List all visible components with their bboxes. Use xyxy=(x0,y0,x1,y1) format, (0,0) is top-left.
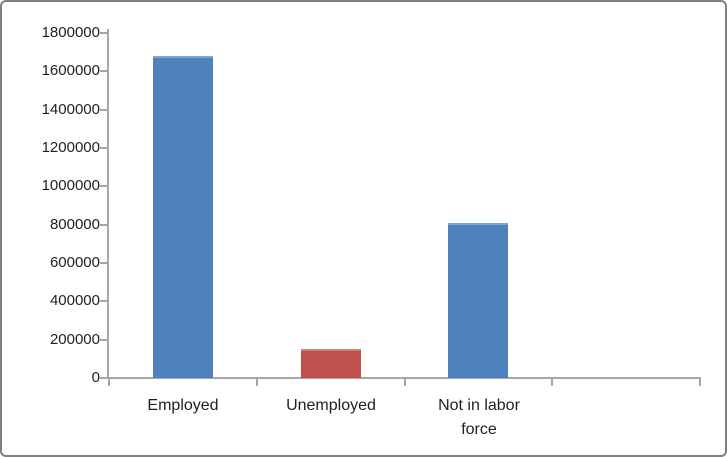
y-tick-label: 800000 xyxy=(49,215,100,233)
y-tick-label: 1600000 xyxy=(41,62,100,80)
y-tick-label: 1000000 xyxy=(41,177,100,195)
y-tick-label: 400000 xyxy=(49,292,100,310)
y-tick-label: 200000 xyxy=(49,330,100,348)
x-tick-mark xyxy=(699,378,701,386)
y-tick-label: 1200000 xyxy=(41,139,100,156)
x-tick-mark xyxy=(551,378,554,386)
x-tick-mark xyxy=(403,378,406,386)
y-tick-mark xyxy=(100,223,107,226)
y-tick-label: 1800000 xyxy=(41,24,100,41)
y-tick-mark xyxy=(100,377,107,379)
y-tick-mark xyxy=(100,185,107,188)
category-label-unemployed: Unemployed xyxy=(286,397,376,414)
y-tick-mark xyxy=(100,32,107,34)
y-tick-mark xyxy=(100,262,107,264)
y-axis-line xyxy=(107,29,109,379)
y-tick-label: 600000 xyxy=(49,254,100,271)
y-tick-label: 0 xyxy=(91,369,100,386)
category-label-not-in-labor-force: Not in labor force xyxy=(438,397,520,438)
category-label-employed: Employed xyxy=(147,397,219,414)
bar-not-in-labor-force xyxy=(448,223,508,378)
y-tick-mark xyxy=(100,300,107,303)
y-tick-mark xyxy=(100,147,107,149)
y-tick-mark xyxy=(100,70,107,73)
bar-employed xyxy=(153,56,213,378)
y-tick-mark xyxy=(100,108,107,111)
bar-unemployed xyxy=(301,349,361,378)
y-tick-label: 1400000 xyxy=(41,100,100,118)
x-tick-mark xyxy=(108,378,110,386)
x-tick-mark xyxy=(255,378,258,386)
y-tick-mark xyxy=(100,338,107,341)
